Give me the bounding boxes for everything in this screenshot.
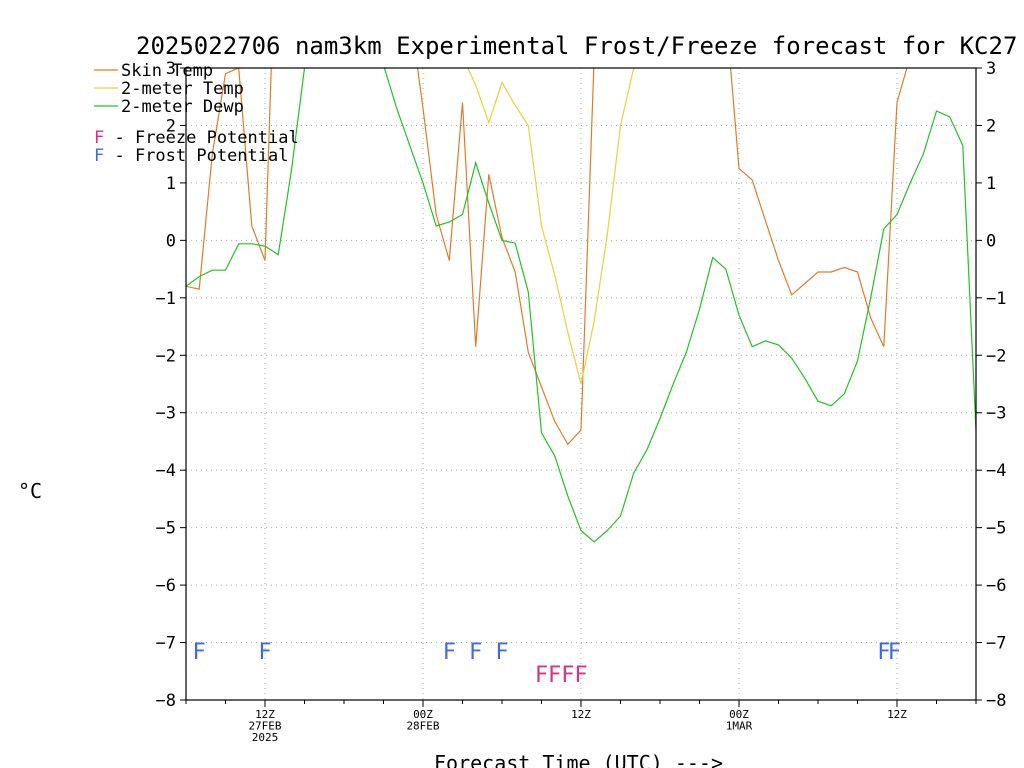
y-tick-label-left: 1 [166,174,176,194]
y-tick-label-left: −4 [156,461,176,481]
y-tick-label-right: −8 [986,691,1006,711]
x-tick-label: 1MAR [726,720,753,733]
x-axis-label: Forecast Time (UTC) ---> [434,751,723,768]
y-tick-label-right: 1 [986,174,996,194]
x-tick-label: 12Z [571,708,591,721]
frost-potential-marker: F [193,640,206,665]
y-tick-label-left: −5 [156,519,176,539]
y-tick-label-left: −8 [156,691,176,711]
y-tick-label-right: −5 [986,519,1006,539]
freeze-potential-marker: F [561,663,574,688]
y-tick-label-right: −3 [986,404,1006,424]
legend-marker-entry: F - Frost Potential [94,146,288,166]
freeze-potential-marker: F [574,663,587,688]
freeze-potential-marker: F [548,663,561,688]
y-tick-label-left: 0 [166,231,176,251]
y-tick-label-right: −6 [986,576,1006,596]
x-tick-label: 12Z [255,708,275,721]
series-line-2-meter-temp [467,68,635,385]
series-line-skin-temp [186,68,908,446]
freeze-potential-marker: F [535,663,548,688]
chart-title: 2025022706 nam3km Experimental Frost/Fre… [136,32,1017,60]
y-tick-label-right: −1 [986,289,1006,309]
frost-potential-marker: F [495,640,508,665]
frost-potential-marker: F [877,640,890,665]
y-tick-label-right: −7 [986,634,1006,654]
y-axis-right: 3 2 1 0 −1 −2 −3 −4 −5 −6 −7 −8 [976,59,1006,711]
frost-potential-marker: F [258,640,271,665]
y-tick-label-left: 2 [166,116,176,136]
y-tick-label-left: −2 [156,346,176,366]
y-tick-label-right: 0 [986,231,996,251]
legend-entry: 2-meter Dewp [121,97,244,117]
y-tick-label-left: 3 [166,59,176,79]
y-tick-label-right: −2 [986,346,1006,366]
frost-potential-marker: F [443,640,456,665]
x-tick-label: 00Z [729,708,749,721]
y-tick-label-left: −3 [156,404,176,424]
y-tick-label-left: −1 [156,289,176,309]
y-tick-label-right: 2 [986,116,996,136]
frost-potential-marker: F [888,640,901,665]
legend-entry: Skin Temp [121,61,213,81]
x-tick-label: 2025 [252,731,279,744]
series-line-2-meter-dewp [186,68,976,543]
x-tick-label: 12Z [887,708,907,721]
x-tick-label: 00Z [413,708,433,721]
y-tick-label-right: −4 [986,461,1006,481]
y-axis-left: 3 2 1 0 −1 −2 −3 −4 −5 −6 −7 −8 [156,59,186,711]
legend-marker-entry: F - Freeze Potential [94,128,299,148]
legend-entry: 2-meter Temp [121,79,244,99]
y-tick-label-left: −7 [156,634,176,654]
frost-potential-marker: F [469,640,482,665]
x-tick-label: 27FEB [248,720,281,733]
y-tick-label-left: −6 [156,576,176,596]
y-axis-label: °C [18,479,42,503]
series-lines [186,68,976,543]
potential-markers: F F F F F FFF F F F [193,640,901,688]
y-tick-label-right: 3 [986,59,996,79]
x-tick-label: 28FEB [406,720,439,733]
